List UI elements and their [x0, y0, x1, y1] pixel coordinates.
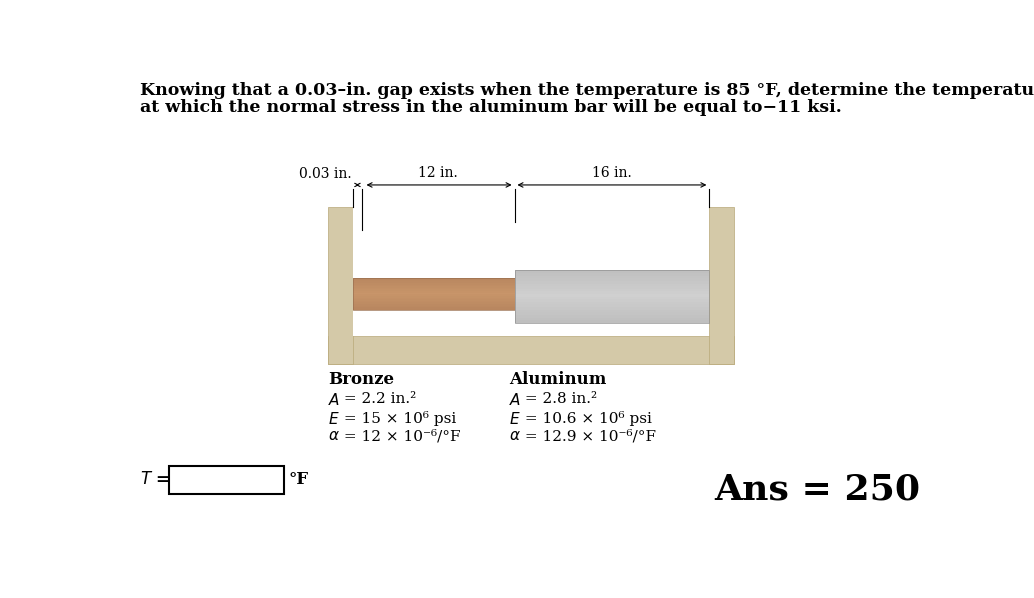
- Bar: [515, 270, 709, 323]
- Bar: [515, 315, 709, 318]
- Bar: [353, 304, 515, 306]
- Bar: [515, 317, 709, 320]
- Text: = 15 × 10⁶ psi: = 15 × 10⁶ psi: [339, 411, 456, 426]
- Text: $E$: $E$: [509, 411, 521, 426]
- Bar: [328, 336, 734, 364]
- Text: at which the normal stress in the aluminum bar will be equal to−11 ksi.: at which the normal stress in the alumin…: [140, 99, 842, 117]
- Bar: [353, 300, 515, 303]
- Text: 0.03 in.: 0.03 in.: [299, 167, 352, 181]
- Bar: [515, 304, 709, 307]
- Text: = 12 × 10⁻⁶/°F: = 12 × 10⁻⁶/°F: [339, 429, 460, 443]
- Bar: [353, 309, 515, 310]
- Bar: [515, 309, 709, 312]
- Text: 16 in.: 16 in.: [592, 166, 632, 181]
- Text: Knowing that a 0.03–in. gap exists when the temperature is 85 °F, determine the : Knowing that a 0.03–in. gap exists when …: [140, 82, 1034, 99]
- Bar: [515, 280, 709, 283]
- Bar: [515, 299, 709, 302]
- Text: 12 in.: 12 in.: [419, 166, 458, 181]
- Bar: [515, 307, 709, 310]
- Bar: [169, 466, 284, 494]
- Bar: [353, 295, 515, 298]
- Text: $A$: $A$: [328, 392, 340, 408]
- Bar: [515, 283, 709, 286]
- Bar: [353, 299, 515, 301]
- Bar: [709, 206, 734, 364]
- Bar: [515, 273, 709, 276]
- Bar: [353, 297, 515, 299]
- Bar: [353, 302, 515, 304]
- Bar: [515, 294, 709, 297]
- Text: $A$: $A$: [509, 392, 521, 408]
- Bar: [515, 312, 709, 315]
- Bar: [353, 288, 515, 289]
- Bar: [515, 270, 709, 273]
- Bar: [353, 305, 515, 307]
- Bar: [515, 296, 709, 299]
- Text: Ans = 250: Ans = 250: [714, 473, 920, 507]
- Bar: [515, 286, 709, 289]
- Bar: [515, 278, 709, 281]
- Bar: [353, 281, 515, 283]
- Text: °F: °F: [288, 471, 309, 489]
- Text: $\alpha$: $\alpha$: [328, 429, 340, 443]
- Bar: [353, 289, 515, 291]
- Text: $E$: $E$: [328, 411, 340, 426]
- Text: $\alpha$: $\alpha$: [509, 429, 521, 443]
- Bar: [353, 277, 515, 280]
- Bar: [353, 307, 515, 309]
- Bar: [353, 291, 515, 292]
- Bar: [353, 294, 515, 296]
- Bar: [515, 301, 709, 304]
- Bar: [515, 291, 709, 294]
- Bar: [515, 275, 709, 278]
- Bar: [353, 279, 515, 281]
- Bar: [353, 284, 515, 286]
- Text: Bronze: Bronze: [328, 371, 394, 388]
- Text: = 2.2 in.²: = 2.2 in.²: [339, 392, 417, 406]
- Text: Aluminum: Aluminum: [509, 371, 607, 388]
- Text: = 10.6 × 10⁶ psi: = 10.6 × 10⁶ psi: [520, 411, 651, 426]
- Bar: [353, 283, 515, 285]
- Bar: [353, 278, 515, 310]
- Text: = 12.9 × 10⁻⁶/°F: = 12.9 × 10⁻⁶/°F: [520, 429, 656, 443]
- Bar: [515, 320, 709, 323]
- Bar: [353, 292, 515, 294]
- Bar: [328, 206, 353, 364]
- Bar: [515, 288, 709, 291]
- Text: = 2.8 in.²: = 2.8 in.²: [520, 392, 597, 406]
- Bar: [353, 206, 709, 336]
- Bar: [353, 286, 515, 288]
- Text: $T$ =: $T$ =: [140, 471, 170, 489]
